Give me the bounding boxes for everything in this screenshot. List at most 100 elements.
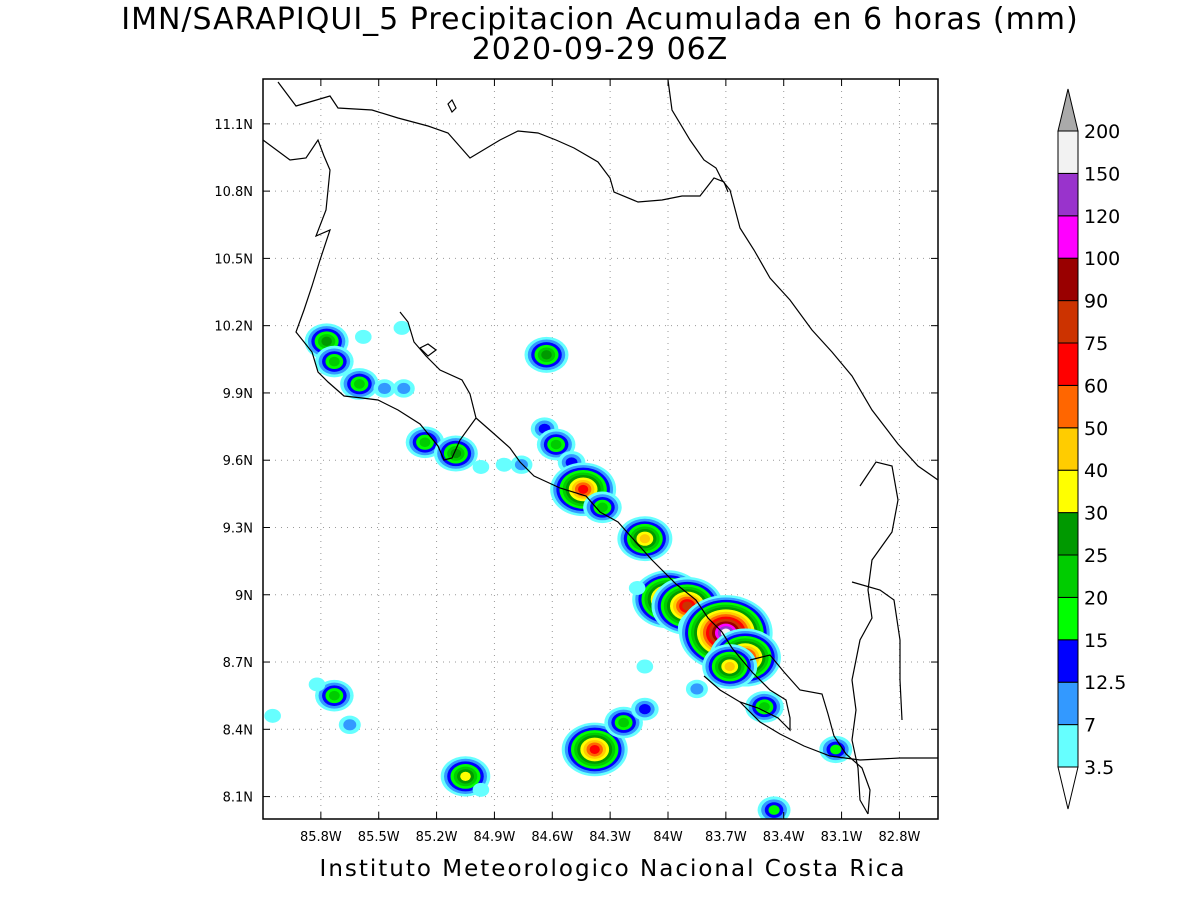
lat-tick-label: 8.4N: [223, 723, 253, 738]
precip-contour: [472, 459, 490, 474]
lon-tick-label: 85.5W: [358, 830, 400, 845]
panama-interior-line: [851, 581, 903, 721]
precip-contour: [321, 336, 332, 347]
colorbar-box: [1057, 172, 1079, 217]
precip-cell: [583, 491, 622, 524]
colorbar-label: 90: [1084, 291, 1108, 313]
map-frame: [262, 78, 939, 820]
island-gulf: [418, 343, 437, 357]
chart-title: IMN/SARAPIQUI_5 Precipitacion Acumulada …: [121, 2, 1079, 37]
colorbar-label: 20: [1084, 587, 1108, 609]
precip-cell: [561, 722, 628, 777]
precip-contour: [638, 704, 651, 715]
precip-cell: [617, 516, 673, 562]
precip-contour: [550, 439, 562, 450]
precip-cell: [745, 691, 784, 723]
precip-cell: [433, 435, 478, 472]
burica-coast: [739, 701, 938, 761]
colorbar-label: 40: [1084, 460, 1108, 482]
colorbar-box: [1057, 300, 1079, 344]
lon-tick-label: 84W: [653, 830, 683, 845]
precip-contour: [768, 805, 780, 815]
precip-cell: [524, 336, 569, 373]
golfo-dulce-coast: [749, 654, 871, 815]
colorbar-label: 200: [1084, 121, 1120, 143]
lat-tick-label: 11.1N: [214, 118, 253, 133]
colorbar-bottom-arrow: [1057, 766, 1079, 810]
precip-contour: [597, 502, 608, 513]
lat-tick-label: 9.6N: [223, 454, 253, 469]
lon-tick-label: 82.8W: [879, 830, 921, 845]
lon-tick-label: 85.8W: [300, 830, 342, 845]
lat-tick-label: 10.5N: [214, 252, 253, 267]
colorbar-box: [1057, 639, 1079, 683]
precip-cell: [440, 756, 491, 797]
precip-contour: [393, 320, 411, 335]
precip-contour: [308, 677, 326, 692]
colorbar-legend: 3.5 7 12.5 15 20 25 30 40 50 60 75 90 100 120 150 200: [1057, 88, 1126, 810]
precip-cell: [702, 644, 758, 689]
colorbar-box: [1057, 512, 1079, 556]
colorbar-box: [1057, 130, 1079, 174]
precip-cell: [604, 706, 643, 739]
colorbar-label: 150: [1084, 163, 1120, 185]
precip-contour: [460, 771, 471, 781]
precip-cell: [308, 677, 326, 692]
lat-tick-label: 10.2N: [214, 320, 253, 335]
lat-tick-label: 9N: [235, 589, 253, 604]
precip-cell: [472, 782, 490, 797]
colorbar-box: [1057, 554, 1079, 598]
cr-panama-border: [851, 461, 899, 815]
lat-tick-label: 10.8N: [214, 185, 253, 200]
colorbar-label: 7: [1084, 715, 1096, 737]
lon-tick-label: 84.6W: [531, 830, 573, 845]
precip-cell: [264, 708, 281, 723]
colorbar-label: 50: [1084, 418, 1108, 440]
colorbar-box: [1057, 342, 1079, 386]
colorbar-box: [1057, 596, 1079, 641]
precip-cell: [393, 320, 411, 335]
colorbar-label: 75: [1084, 333, 1108, 355]
precipitation-field: [264, 320, 853, 819]
colorbar-label: 120: [1084, 206, 1120, 228]
lat-tick-label: 9.9N: [223, 387, 253, 402]
lat-tick-label: 8.7N: [223, 656, 253, 671]
precip-contour: [639, 534, 651, 544]
colorbar-box: [1057, 469, 1079, 514]
precip-contour: [541, 350, 552, 360]
precip-cell: [392, 379, 415, 398]
colorbar-label: 60: [1084, 375, 1108, 397]
precip-cell: [354, 329, 372, 344]
colorbar-box: [1057, 257, 1079, 302]
precip-contour: [419, 437, 431, 448]
precip-contour: [354, 329, 372, 344]
precip-cell: [472, 459, 490, 474]
precip-contour: [354, 379, 365, 389]
precip-contour: [724, 661, 735, 672]
lon-tick-label: 83.1W: [821, 830, 863, 845]
caribbean-coastline: [667, 79, 938, 481]
map-background: [263, 79, 938, 819]
lon-tick-label: 85.2W: [416, 830, 458, 845]
precip-cell: [628, 581, 646, 596]
precip-contour: [397, 382, 411, 395]
precip-contour: [589, 744, 600, 754]
precip-cell: [315, 345, 354, 378]
precip-contour: [578, 484, 589, 494]
precip-contour: [628, 581, 646, 596]
lon-tick-label: 84.9W: [474, 830, 516, 845]
precip-contour: [636, 659, 654, 674]
precip-contour: [830, 744, 842, 755]
precip-cell: [315, 679, 354, 712]
precip-contour: [472, 782, 490, 797]
precip-cell: [636, 659, 654, 674]
axis-ticks: 85.8W 85.5W 85.2W 84.9W 84.6W 84.3W 84W 83.7W 83…: [214, 79, 938, 845]
colorbar-box: [1057, 215, 1079, 259]
pacific-coastline-central: [475, 417, 791, 732]
precip-cell: [631, 697, 659, 721]
pacific-coastline-nicoya: [263, 138, 477, 461]
precip-cell: [340, 368, 379, 400]
lat-tick-label: 8.1N: [223, 791, 253, 806]
colorbar-box: [1057, 384, 1079, 429]
